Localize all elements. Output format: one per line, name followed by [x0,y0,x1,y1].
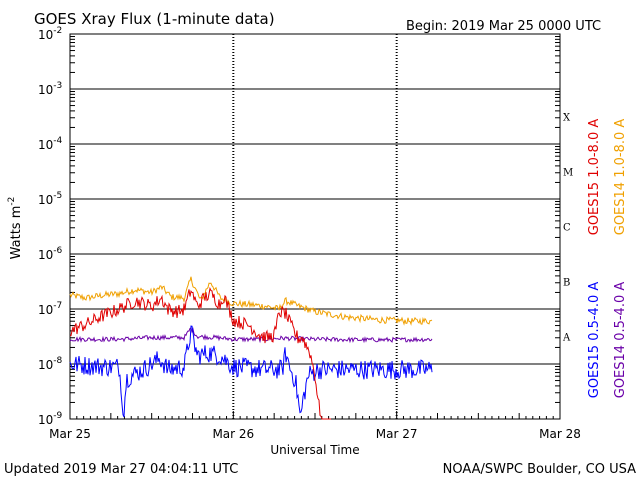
y-tick-label-1e-8: 10-8 [38,356,63,372]
legend-goes14-0-5-4-0-a: GOES14 0.5-4.0 A [613,282,628,399]
legend: GOES15 1.0-8.0 A GOES14 1.0-8.0 A GOES15 0… [587,119,628,399]
grid-lines [70,36,560,403]
x-tick-labels: Mar 25 Mar 26 Mar 27 Mar 28 [49,427,581,441]
x-tick-label-mar-27: Mar 27 [376,427,418,441]
x-tick-label-mar-25: Mar 25 [49,427,91,441]
y-tick-label-1e-6: 10-6 [38,246,63,262]
y-tick-label-1e-9: 10-9 [38,411,63,427]
updated-timestamp: Updated 2019 Mar 27 04:04:11 UTC [4,462,238,477]
day-divider-ticks [69,34,561,419]
flare-class-m: M [563,168,573,179]
flare-class-labels: X M C B A [562,113,573,344]
source-credit: NOAA/SWPC Boulder, CO USA [443,462,636,477]
flare-class-a: A [562,333,571,344]
x-tick-label-mar-28: Mar 28 [539,427,581,441]
series-layer [69,276,433,420]
flare-class-c: C [563,223,571,234]
legend-goes15-0-5-4-0-a: GOES15 0.5-4.0 A [587,282,602,399]
x-tick-label-mar-26: Mar 26 [212,427,254,441]
series-goes15-0-5-4-0-a [69,325,433,418]
y-axis-label: Watts m-2 [7,197,24,260]
legend-goes14-1-0-8-0-a: GOES14 1.0-8.0 A [613,119,628,236]
y-tick-labels: 10-9 10-8 10-7 10-6 10-5 10-4 10-3 10-2 [38,26,63,427]
legend-goes15-1-0-8-0-a: GOES15 1.0-8.0 A [587,119,602,236]
y-tick-label-1e-3: 10-3 [38,81,62,97]
y-tick-label-1e-7: 10-7 [38,301,62,317]
flare-class-x: X [563,113,571,124]
series-goes14-0-5-4-0-a [69,327,433,344]
x-axis-label: Universal Time [270,443,359,457]
series-goes14-1-0-8-0-a [69,276,433,326]
y-tick-label-1e-4: 10-4 [38,136,63,152]
y-tick-label-1e-5: 10-5 [38,191,62,207]
series-goes15-1-0-8-0-a [69,286,331,420]
flare-class-b: B [563,278,570,289]
plot-area [69,33,561,420]
y-tick-label-1e-2: 10-2 [38,26,62,42]
chart-title: GOES Xray Flux (1-minute data) [34,10,275,28]
begin-time-label: Begin: 2019 Mar 25 0000 UTC [406,19,601,34]
